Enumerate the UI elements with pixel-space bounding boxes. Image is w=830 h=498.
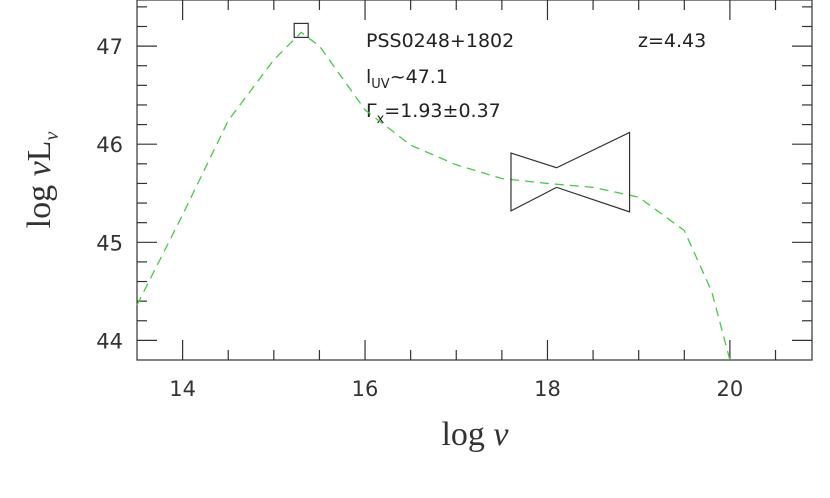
- luv-sub: UV: [371, 77, 390, 92]
- plot-frame: [136, 0, 813, 361]
- luv-value: ~47.1: [390, 66, 448, 88]
- x-tick-label: 18: [534, 377, 561, 401]
- luv-label: lUV~47.1: [366, 66, 448, 92]
- x-tick-label: 20: [717, 377, 744, 401]
- x-axis-title-text: log: [441, 416, 493, 453]
- model-curve: [136, 31, 731, 361]
- y-axis-title: log νLν: [21, 132, 63, 229]
- gamma-label: Γx=1.93±0.37: [366, 100, 501, 127]
- uv-point: [293, 22, 309, 39]
- y-axis-title-sub: ν: [41, 132, 63, 141]
- gamma-value: =1.93±0.37: [384, 100, 500, 122]
- x-tick-label: 14: [169, 377, 196, 401]
- gamma-sub: x: [377, 112, 385, 127]
- luv-main: l: [366, 66, 371, 88]
- x-tick-label: 16: [352, 377, 379, 401]
- x-axis-title-symbol: ν: [493, 416, 509, 453]
- object-name: PSS0248+1802: [366, 30, 514, 52]
- xray-bowtie: [510, 131, 631, 213]
- y-tick-label: 44: [96, 329, 123, 353]
- y-tick-label: 45: [96, 231, 123, 255]
- y-axis-title-main: L: [21, 141, 58, 162]
- y-axis-title-symbol: ν: [21, 160, 58, 176]
- redshift: z=4.43: [638, 30, 706, 52]
- y-tick-label: 47: [96, 35, 123, 59]
- x-axis-title: log ν: [441, 416, 509, 453]
- gamma-main: Γ: [366, 100, 377, 122]
- y-axis-title-text: log: [21, 176, 58, 228]
- y-tick-label: 46: [96, 133, 123, 157]
